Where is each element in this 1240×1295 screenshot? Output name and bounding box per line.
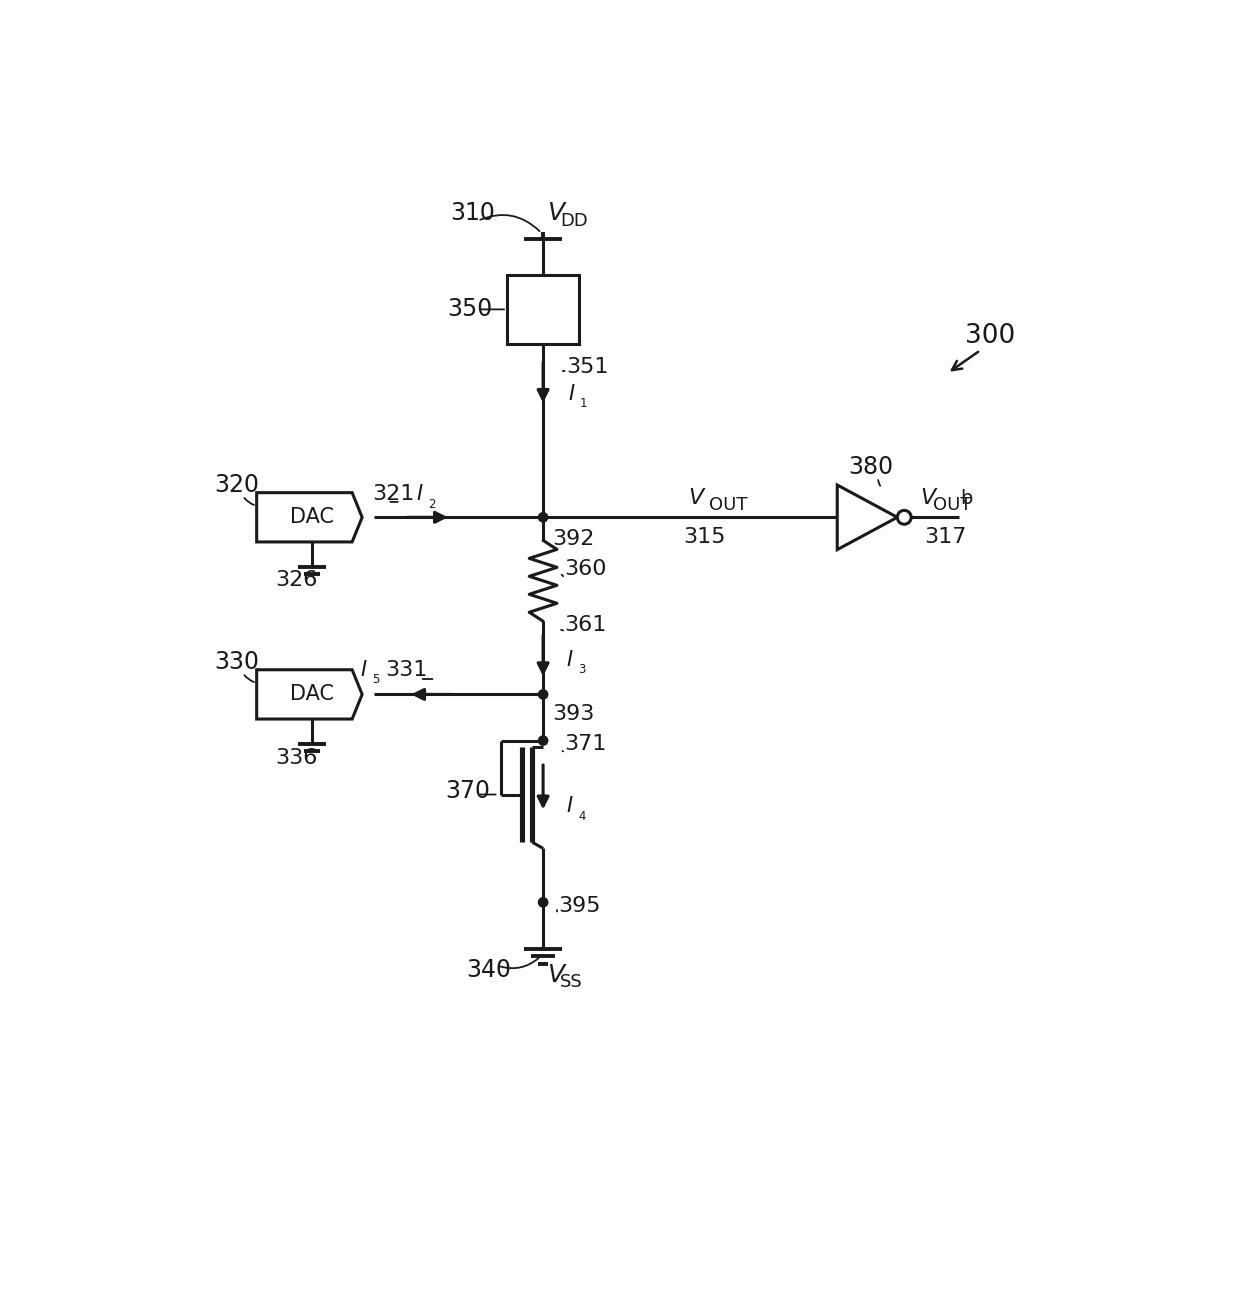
- Text: $I$: $I$: [567, 650, 574, 670]
- Text: $_2$: $_2$: [428, 493, 436, 512]
- Text: 350: 350: [446, 298, 492, 321]
- Text: 351: 351: [567, 357, 609, 377]
- Text: $_4$: $_4$: [578, 804, 587, 822]
- Text: 393: 393: [552, 703, 595, 724]
- Text: 370: 370: [445, 778, 490, 803]
- Text: 330: 330: [215, 650, 259, 675]
- Text: 331: 331: [386, 659, 428, 680]
- Text: 392: 392: [552, 528, 595, 549]
- Text: $_1$: $_1$: [579, 392, 588, 411]
- Text: OUT: OUT: [709, 496, 748, 514]
- Text: 317: 317: [924, 527, 967, 546]
- Bar: [507, 275, 579, 344]
- Text: 361: 361: [564, 615, 608, 635]
- Text: 371: 371: [564, 734, 608, 755]
- Text: 300: 300: [965, 324, 1014, 350]
- Circle shape: [538, 513, 548, 522]
- Circle shape: [538, 897, 548, 906]
- Text: $V$: $V$: [920, 488, 939, 508]
- Text: $V$: $V$: [688, 488, 707, 508]
- Text: $_5$: $_5$: [372, 668, 381, 686]
- Text: $V$: $V$: [547, 963, 568, 988]
- Text: DD: DD: [560, 212, 588, 231]
- Text: 336: 336: [275, 747, 317, 768]
- Text: DAC: DAC: [290, 684, 334, 704]
- Text: $I$: $I$: [360, 659, 367, 680]
- Text: 395: 395: [558, 896, 601, 916]
- Text: 380: 380: [848, 456, 893, 479]
- Text: SS: SS: [560, 973, 583, 991]
- Circle shape: [538, 736, 548, 745]
- Text: DAC: DAC: [290, 508, 334, 527]
- Polygon shape: [257, 492, 362, 541]
- Text: 360: 360: [564, 559, 608, 579]
- Text: $V$: $V$: [547, 201, 568, 225]
- Circle shape: [538, 690, 548, 699]
- Text: 326: 326: [275, 570, 317, 591]
- Text: b: b: [961, 488, 973, 508]
- Text: $_3$: $_3$: [578, 658, 587, 676]
- Text: OUT: OUT: [932, 496, 971, 514]
- Text: 321: 321: [372, 484, 414, 504]
- Text: 315: 315: [683, 527, 727, 546]
- Polygon shape: [837, 484, 898, 549]
- Text: $I$: $I$: [417, 484, 424, 504]
- Text: $I$: $I$: [567, 796, 574, 816]
- Text: 310: 310: [450, 201, 496, 225]
- Polygon shape: [257, 670, 362, 719]
- Text: $I$: $I$: [568, 385, 575, 404]
- Text: 320: 320: [215, 473, 259, 497]
- Text: 340: 340: [466, 958, 511, 982]
- Circle shape: [898, 510, 911, 524]
